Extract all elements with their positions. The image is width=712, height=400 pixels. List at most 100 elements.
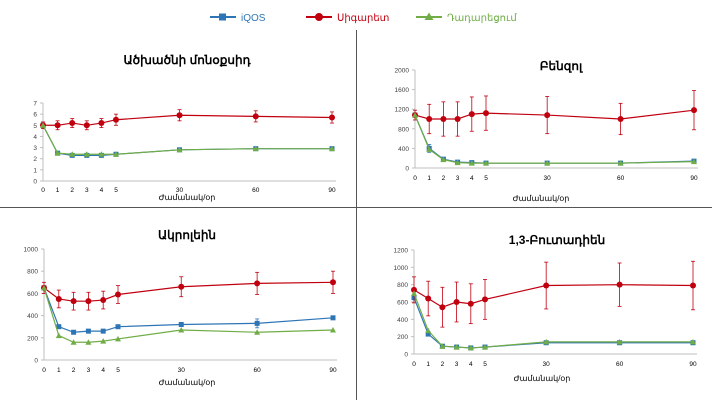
x-axis-label: Ժամանակ/օր (159, 378, 216, 387)
data-point-cigarette (440, 116, 447, 122)
x-tick-label: 60 (616, 361, 624, 368)
data-point-iqos (115, 324, 121, 330)
y-tick-label: 1000 (24, 247, 39, 254)
series-cigarette (411, 260, 696, 328)
data-point-cigarette (70, 298, 77, 305)
data-point-cigarette (439, 304, 446, 311)
y-tick-label: 600 (27, 291, 38, 298)
y-tick-label: 0 (33, 179, 37, 186)
y-tick-label: 0 (34, 358, 38, 365)
x-tick-label: 4 (101, 367, 105, 374)
data-point-cessation (54, 150, 61, 156)
x-tick-label: 1 (57, 367, 61, 374)
y-tick-label: 6 (33, 112, 37, 119)
data-point-cigarette (691, 107, 697, 114)
data-point-cessation (616, 338, 623, 345)
data-point-cigarette (482, 296, 488, 303)
data-point-cessation (483, 160, 489, 166)
data-point-cigarette (426, 116, 433, 122)
x-tick-label: 90 (689, 361, 697, 368)
data-point-cessation (412, 112, 418, 118)
data-point-cessation (482, 344, 488, 350)
data-point-cigarette (543, 282, 550, 289)
legend: iQOS Սիգարետ Դադարեցում (210, 12, 517, 24)
x-tick-label: 30 (544, 175, 552, 182)
y-tick-label: 1200 (394, 248, 409, 255)
plot-area: 0 1 2 3 4 5 6 7 0 1 2 3 4 5 30 60 90 (33, 101, 336, 194)
series-line-cigarette (43, 281, 334, 302)
y-tick-label: 400 (397, 317, 408, 324)
data-point-iqos (100, 328, 106, 334)
legend-marker-cessation (424, 12, 434, 20)
x-tick-label: 5 (484, 175, 488, 182)
data-point-cigarette (330, 279, 336, 286)
data-point-cessation (411, 290, 417, 296)
y-tick-label: 0 (405, 166, 409, 173)
y-tick-label: 2 (33, 156, 37, 163)
data-point-cessation (40, 122, 46, 128)
x-tick-label: 5 (114, 187, 118, 194)
x-tick-label: 3 (455, 361, 459, 368)
y-tick-label: 600 (397, 300, 408, 307)
chart-title: Ակրոլեին (158, 228, 216, 242)
x-tick-label: 0 (413, 175, 417, 182)
data-point-iqos (178, 321, 184, 327)
data-point-iqos (71, 329, 77, 335)
data-point-iqos (56, 324, 62, 330)
y-tick-label: 200 (27, 335, 38, 342)
legend-label-iqos: iQOS (241, 13, 266, 24)
series-cessation (40, 122, 335, 157)
y-tick-label: 1000 (394, 265, 409, 272)
data-point-cigarette (55, 295, 62, 302)
series-line-iqos (414, 114, 695, 164)
x-tick-label: 2 (441, 361, 445, 368)
x-tick-label: 4 (469, 361, 473, 368)
vertical-divider (356, 30, 357, 400)
y-tick-label: 800 (397, 282, 408, 289)
x-tick-label: 5 (116, 367, 120, 374)
chart-benzene: Բենզոլ Ժամանակ/օր 0 400 800 1200 1600 2000 0 1 2… (395, 59, 698, 203)
data-point-cessation (98, 151, 105, 157)
data-point-cessation (254, 329, 261, 335)
plot-area: 0 200 400 600 800 1000 0 1 2 3 4 5 30 60 90 (24, 247, 337, 374)
y-tick-label: 800 (27, 269, 38, 276)
x-tick-label: 90 (690, 175, 698, 182)
data-point-cigarette (467, 300, 474, 307)
x-tick-label: 5 (483, 361, 487, 368)
x-tick-label: 30 (178, 367, 186, 374)
legend-item-cessation: Դադարեցում (416, 12, 517, 24)
y-tick-label: 5 (33, 123, 37, 130)
data-point-cigarette (54, 122, 61, 129)
data-point-cessation (55, 332, 62, 339)
y-tick-label: 800 (398, 126, 409, 133)
y-tick-label: 4 (33, 134, 37, 141)
data-point-cigarette (690, 282, 696, 289)
plot-area: 0 400 800 1200 1600 2000 0 1 2 3 4 5 30 60 90 (395, 68, 698, 182)
data-point-cigarette (617, 116, 624, 122)
data-point-cigarette (176, 112, 183, 119)
legend-label-cigarette: Սիգարետ (337, 13, 389, 24)
series-iqos (40, 122, 335, 158)
data-point-cigarette (113, 116, 119, 123)
y-tick-label: 0 (404, 352, 408, 359)
data-point-cigarette (178, 283, 185, 290)
y-tick-label: 1 (33, 167, 37, 174)
data-point-cessation (439, 343, 446, 349)
series-cessation (41, 284, 336, 345)
x-tick-label: 60 (617, 175, 625, 182)
data-point-cessation (115, 335, 121, 342)
data-point-cigarette (616, 281, 623, 288)
y-tick-label: 1200 (395, 107, 410, 114)
x-axis-label: Ժամանակ/օր (514, 374, 571, 383)
data-point-cigarette (454, 116, 461, 122)
data-point-cessation (70, 339, 77, 345)
data-point-iqos (254, 320, 260, 326)
x-tick-label: 4 (100, 187, 104, 194)
series-line-cessation (43, 287, 334, 343)
data-point-cigarette (544, 112, 551, 119)
x-tick-label: 30 (176, 187, 184, 194)
data-point-cessation (252, 145, 259, 152)
x-tick-label: 2 (72, 367, 76, 374)
legend-item-cigarette: Սիգարետ (306, 13, 389, 24)
